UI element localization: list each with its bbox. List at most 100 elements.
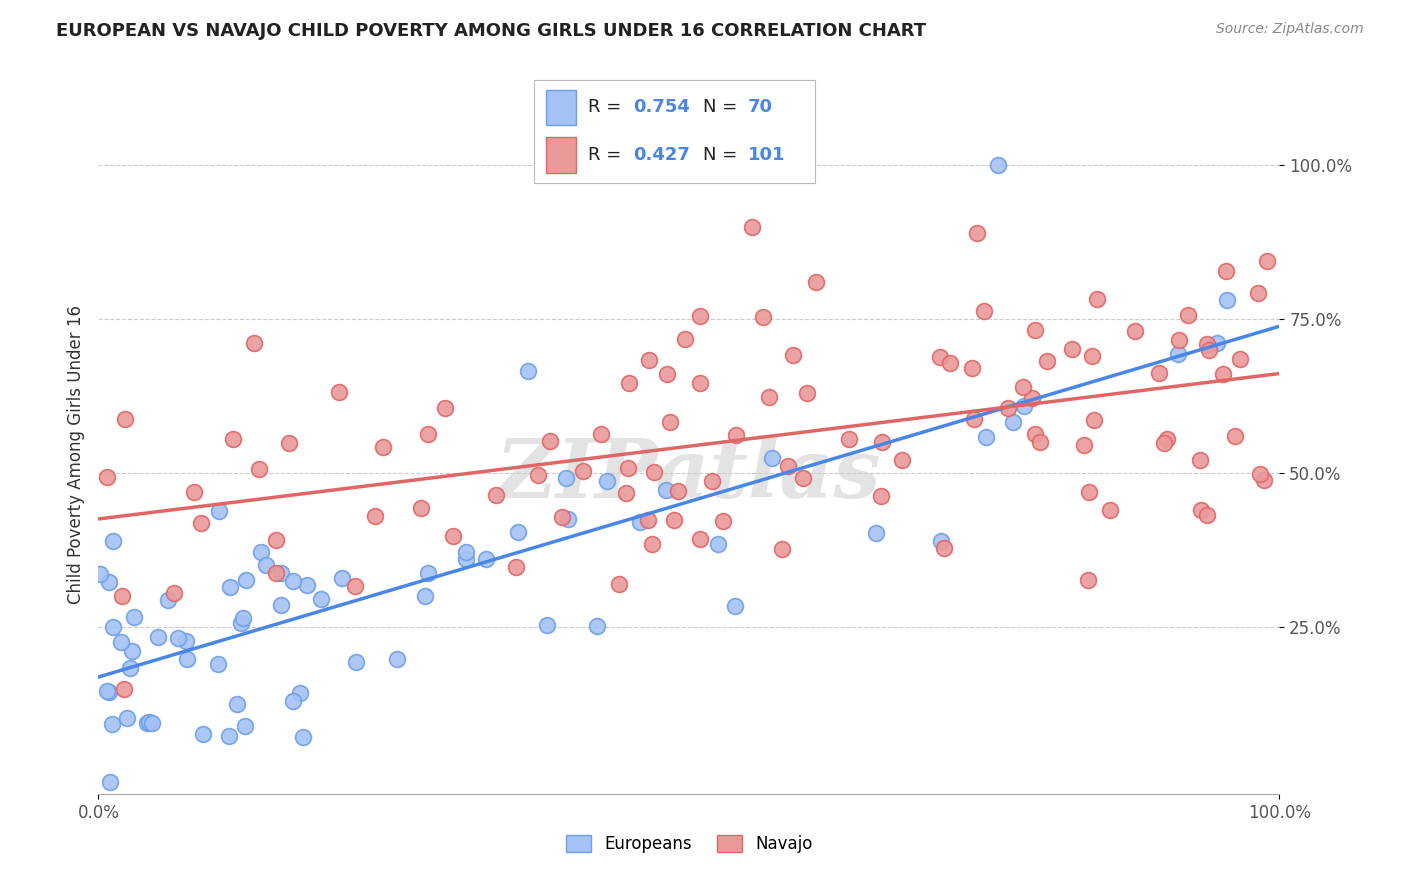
Point bbox=[98, 774, 121, 789]
Point bbox=[689, 309, 711, 323]
Point bbox=[700, 475, 723, 489]
Point bbox=[1229, 351, 1251, 366]
Point bbox=[596, 475, 619, 489]
Point bbox=[550, 509, 572, 524]
Point bbox=[865, 526, 887, 541]
Point bbox=[456, 551, 478, 566]
Point bbox=[655, 367, 678, 381]
Point bbox=[997, 401, 1019, 415]
Point bbox=[741, 219, 763, 234]
Point bbox=[385, 651, 408, 665]
Point bbox=[1153, 435, 1175, 450]
Point bbox=[1081, 349, 1104, 363]
Point bbox=[973, 304, 995, 318]
Legend: Europeans, Navajo: Europeans, Navajo bbox=[560, 829, 818, 860]
Point bbox=[1036, 354, 1059, 368]
Point bbox=[508, 525, 530, 540]
Point bbox=[290, 685, 312, 699]
Point bbox=[616, 460, 638, 475]
Point bbox=[121, 644, 143, 658]
Text: 0.754: 0.754 bbox=[633, 98, 689, 117]
Point bbox=[1012, 399, 1035, 413]
Point bbox=[804, 275, 827, 289]
Point bbox=[242, 335, 264, 350]
Point bbox=[517, 363, 540, 377]
Point bbox=[1198, 343, 1220, 358]
Point bbox=[103, 534, 125, 549]
Point bbox=[673, 332, 696, 346]
Point bbox=[208, 504, 231, 518]
Text: N =: N = bbox=[703, 145, 742, 163]
Point bbox=[966, 227, 988, 241]
Point bbox=[1197, 508, 1219, 522]
Point bbox=[297, 578, 319, 592]
Point bbox=[167, 631, 190, 645]
Point bbox=[281, 574, 304, 589]
Point bbox=[658, 415, 681, 429]
Point bbox=[1077, 573, 1099, 587]
Point bbox=[114, 411, 136, 425]
Point bbox=[1029, 435, 1052, 450]
Point bbox=[758, 390, 780, 404]
Point bbox=[1189, 503, 1212, 517]
Point bbox=[617, 376, 640, 390]
Point bbox=[418, 566, 440, 581]
Text: 0.427: 0.427 bbox=[633, 145, 689, 163]
Point bbox=[89, 567, 111, 582]
Point bbox=[938, 356, 960, 370]
Point bbox=[527, 467, 550, 482]
Point bbox=[103, 620, 125, 634]
Point bbox=[183, 485, 205, 500]
Point bbox=[538, 434, 561, 449]
Text: N =: N = bbox=[703, 98, 742, 117]
Text: 101: 101 bbox=[748, 145, 786, 163]
Point bbox=[628, 516, 651, 530]
Text: R =: R = bbox=[588, 145, 627, 163]
Point bbox=[176, 633, 198, 648]
Point bbox=[724, 599, 747, 613]
Point bbox=[264, 533, 287, 547]
Point bbox=[792, 471, 814, 485]
Point bbox=[586, 618, 609, 632]
Point bbox=[441, 529, 464, 543]
Point bbox=[641, 536, 664, 550]
Point bbox=[929, 534, 952, 549]
Point bbox=[115, 711, 138, 725]
Point bbox=[782, 348, 804, 362]
Point bbox=[591, 427, 613, 442]
Point bbox=[662, 513, 685, 527]
Point bbox=[689, 532, 711, 546]
Point bbox=[1083, 413, 1105, 427]
Point bbox=[796, 386, 818, 401]
Point bbox=[557, 512, 579, 526]
Point bbox=[637, 353, 659, 368]
FancyBboxPatch shape bbox=[546, 136, 576, 173]
Point bbox=[1249, 467, 1271, 481]
Point bbox=[1256, 253, 1278, 268]
Point bbox=[176, 652, 198, 666]
Point bbox=[101, 717, 124, 731]
Point bbox=[135, 715, 157, 730]
Point bbox=[328, 385, 350, 400]
Point bbox=[932, 541, 955, 556]
Point bbox=[146, 630, 169, 644]
Point bbox=[725, 428, 748, 442]
Point bbox=[475, 552, 498, 566]
Point bbox=[1123, 324, 1146, 338]
Point bbox=[157, 593, 180, 607]
Point bbox=[1085, 292, 1108, 306]
Point bbox=[225, 697, 247, 711]
Point bbox=[1188, 453, 1211, 467]
Text: ZIPatlas: ZIPatlas bbox=[496, 435, 882, 516]
Point bbox=[1247, 286, 1270, 301]
Point bbox=[270, 566, 292, 580]
Point bbox=[232, 611, 254, 625]
Point bbox=[1225, 429, 1247, 443]
Point bbox=[614, 486, 637, 500]
Point bbox=[707, 537, 730, 551]
Point bbox=[870, 435, 893, 450]
Point bbox=[609, 576, 631, 591]
Point bbox=[222, 432, 245, 446]
Point bbox=[689, 376, 711, 391]
Point bbox=[1253, 473, 1275, 487]
